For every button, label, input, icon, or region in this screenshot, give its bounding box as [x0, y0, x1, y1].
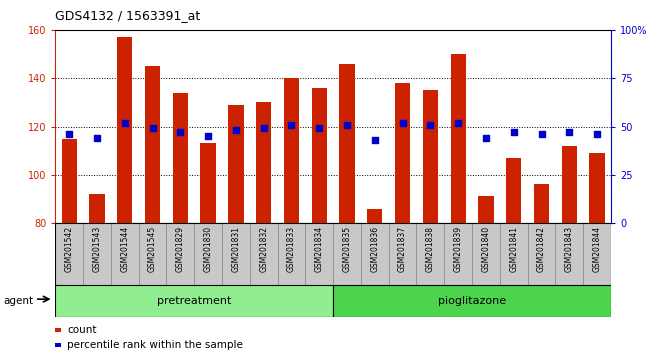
Bar — [534, 184, 549, 223]
Text: pioglitazone: pioglitazone — [438, 296, 506, 306]
Bar — [138, 223, 166, 285]
Bar — [478, 196, 493, 223]
Bar — [284, 78, 299, 223]
Point — [536, 131, 547, 137]
Text: GSM201545: GSM201545 — [148, 226, 157, 272]
Bar — [166, 223, 194, 285]
Text: GSM201831: GSM201831 — [231, 226, 240, 272]
Point — [231, 127, 241, 133]
Bar — [89, 194, 105, 223]
Text: GSM201836: GSM201836 — [370, 226, 380, 272]
Point — [148, 126, 158, 131]
Text: GSM201842: GSM201842 — [537, 226, 546, 272]
Point — [259, 126, 269, 131]
Point — [203, 133, 213, 139]
Bar — [555, 223, 583, 285]
Text: GSM201837: GSM201837 — [398, 226, 407, 272]
Bar — [506, 158, 521, 223]
Bar — [417, 223, 445, 285]
Bar — [278, 223, 306, 285]
Text: GSM201830: GSM201830 — [203, 226, 213, 272]
Bar — [422, 90, 438, 223]
Point — [342, 122, 352, 127]
Bar — [55, 285, 333, 317]
Bar — [590, 153, 605, 223]
Text: GSM201834: GSM201834 — [315, 226, 324, 272]
Point — [425, 122, 436, 127]
Point — [453, 120, 463, 126]
Text: GSM201544: GSM201544 — [120, 226, 129, 272]
Point — [314, 126, 324, 131]
Text: GSM201835: GSM201835 — [343, 226, 352, 272]
Point — [370, 137, 380, 143]
Text: GSM201833: GSM201833 — [287, 226, 296, 272]
Bar — [228, 105, 244, 223]
Point — [481, 135, 491, 141]
Bar — [194, 223, 222, 285]
Bar — [450, 54, 466, 223]
Bar — [173, 93, 188, 223]
Bar — [145, 66, 160, 223]
Bar — [111, 223, 138, 285]
Bar — [339, 64, 355, 223]
Bar — [472, 223, 500, 285]
Text: pretreatment: pretreatment — [157, 296, 231, 306]
Bar — [200, 143, 216, 223]
Point — [120, 120, 130, 126]
Text: GSM201838: GSM201838 — [426, 226, 435, 272]
Point — [508, 130, 519, 135]
Point — [286, 122, 296, 127]
Text: GSM201829: GSM201829 — [176, 226, 185, 272]
Bar — [256, 102, 271, 223]
Bar — [117, 37, 133, 223]
Bar — [389, 223, 417, 285]
Text: count: count — [67, 325, 96, 335]
Bar — [562, 146, 577, 223]
Text: GSM201839: GSM201839 — [454, 226, 463, 272]
Bar — [333, 223, 361, 285]
Text: GSM201843: GSM201843 — [565, 226, 574, 272]
Bar — [83, 223, 111, 285]
Text: GSM201832: GSM201832 — [259, 226, 268, 272]
Bar — [55, 223, 83, 285]
Bar — [250, 223, 278, 285]
Bar — [445, 223, 472, 285]
Text: GSM201543: GSM201543 — [92, 226, 101, 272]
Point — [397, 120, 408, 126]
Text: GDS4132 / 1563391_at: GDS4132 / 1563391_at — [55, 9, 200, 22]
Point — [92, 135, 102, 141]
Bar — [528, 223, 556, 285]
Point — [592, 131, 603, 137]
Bar — [367, 209, 382, 223]
Bar — [62, 139, 77, 223]
Bar — [222, 223, 250, 285]
Text: GSM201844: GSM201844 — [593, 226, 602, 272]
Point — [175, 130, 185, 135]
Bar — [583, 223, 611, 285]
Bar — [306, 223, 333, 285]
Text: GSM201542: GSM201542 — [64, 226, 73, 272]
Bar — [500, 223, 528, 285]
Point — [564, 130, 575, 135]
Bar — [333, 285, 611, 317]
Bar — [361, 223, 389, 285]
Text: percentile rank within the sample: percentile rank within the sample — [67, 340, 243, 350]
Bar — [395, 83, 410, 223]
Text: GSM201840: GSM201840 — [482, 226, 491, 272]
Bar — [311, 88, 327, 223]
Text: agent: agent — [3, 296, 33, 306]
Point — [64, 131, 74, 137]
Text: GSM201841: GSM201841 — [509, 226, 518, 272]
